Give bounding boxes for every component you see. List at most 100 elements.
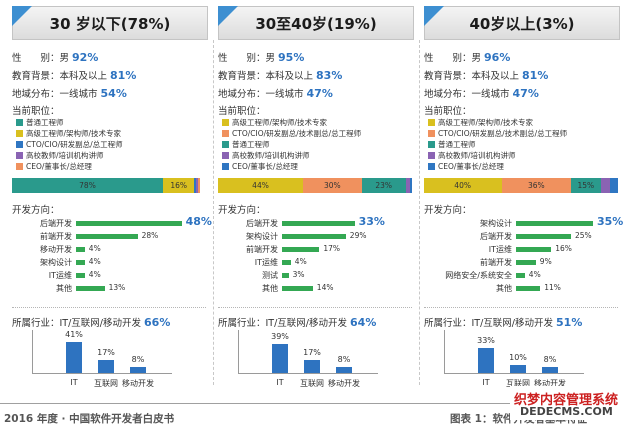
stack-segment-label: 36% (528, 181, 545, 190)
education-value: 81% (522, 69, 549, 82)
stack-segment (501, 178, 572, 193)
direction-category-label: 后端开发 (246, 219, 278, 228)
industry-bar (510, 365, 526, 373)
panel-title: 30 岁以下(78%) (49, 15, 171, 33)
industry-value-label: 17% (303, 348, 321, 358)
legend-item: 普通工程师 (222, 139, 270, 149)
region-value: 47% (512, 87, 539, 100)
legend-swatch (428, 163, 435, 170)
direction-bar (282, 247, 320, 252)
directions-title: 开发方向： (218, 205, 266, 216)
panel-header: 40岁以上(3%) (424, 6, 620, 40)
industry-value-label: 33% (477, 336, 495, 346)
x-axis (32, 373, 172, 374)
industry-category-label: IT (482, 378, 490, 387)
stack-segment (571, 178, 601, 193)
industry-value-label: 8% (337, 354, 351, 364)
industry-bar (478, 348, 494, 373)
watermark-box (510, 386, 640, 420)
legend-item: 高校教师/培训机构讲师 (16, 150, 104, 160)
region-label: 地域分布：一线城市 (12, 89, 98, 100)
direction-bar (76, 260, 85, 265)
industry-value-label: 10% (509, 353, 527, 363)
gender-row: 性 别：男 92% (12, 50, 98, 64)
direction-bar (516, 221, 593, 226)
stack-segment (196, 178, 199, 193)
direction-category-label: 移动开发 (40, 245, 72, 254)
gender-row: 性 别：男 96% (424, 50, 510, 64)
legend-item: 高级工程师/架构师/技术专家 (222, 117, 327, 127)
industry-bar (130, 366, 146, 373)
legend-item: CTO/CIO/研发副总/总工程师 (16, 139, 123, 149)
direction-category-label: 后端开发 (480, 232, 512, 241)
stack-segment (406, 178, 411, 193)
legend-swatch (222, 130, 229, 137)
corner-accent (424, 6, 444, 26)
panel-over-40: 40岁以上(3%) 性 别：男 96% 教育背景：本科及以上 81% 地域分布：一线… (424, 0, 623, 400)
legend-swatch (222, 141, 229, 148)
direction-category-label: 前端开发 (40, 232, 72, 241)
direction-value-label: 13% (108, 283, 126, 292)
gender-value: 92% (72, 51, 99, 64)
legend-swatch (222, 163, 229, 170)
education-label: 教育背景：本科及以上 (12, 71, 108, 82)
region-value: 54% (100, 87, 127, 100)
direction-value-label: 4% (88, 244, 101, 253)
stack-segment-label: 40% (454, 181, 471, 190)
direction-category-label: 测试 (262, 271, 278, 280)
stack-segment (424, 178, 502, 193)
industry-bar-chart: 39% IT 17% 互联网 8% 移动开发 (218, 330, 414, 392)
corner-accent (12, 6, 32, 26)
panel-title: 30至40岁(19%) (255, 15, 377, 33)
education-row: 教育背景：本科及以上 81% (424, 68, 548, 82)
industry-bar (542, 366, 558, 373)
direction-value-label: 4% (88, 270, 101, 279)
directions-bar-chart: 后端开发 33% 架构设计 29% 前端开发 17% IT运维 4% 测试 3% 其他 14% (218, 215, 414, 300)
industry-category-label: IT (276, 378, 284, 387)
industry-value-label: 41% (65, 330, 83, 339)
roles-title: 当前职位： (12, 106, 60, 117)
gender-label: 性 别：男 (424, 53, 482, 64)
direction-value-label: 4% (528, 270, 541, 279)
direction-category-label: 架构设计 (480, 219, 512, 228)
industry-bar (272, 343, 288, 373)
industry-row: 所属行业：IT/互联网/移动开发 64% (218, 315, 376, 329)
stack-segment-label: 44% (252, 181, 269, 190)
industry-bar (66, 342, 82, 373)
gender-value: 95% (278, 51, 305, 64)
gender-row: 性 别：男 95% (218, 50, 304, 64)
industry-bar (336, 366, 352, 373)
panel-divider (419, 40, 420, 385)
education-value: 81% (110, 69, 137, 82)
roles-title: 当前职位： (424, 106, 472, 117)
panel-title: 40岁以上(3%) (469, 15, 575, 33)
direction-bar (282, 273, 289, 278)
stack-segment (198, 178, 201, 193)
industry-value: 64% (350, 316, 377, 329)
legend-swatch (16, 119, 23, 126)
direction-bar (282, 221, 355, 226)
region-label: 地域分布：一线城市 (424, 89, 510, 100)
industry-value-label: 17% (97, 348, 115, 358)
stack-segment (218, 178, 304, 193)
legend-item: CEO/董事长/总经理 (16, 161, 92, 171)
industry-bar (98, 360, 114, 373)
direction-bar (516, 286, 541, 291)
dotted-divider (424, 307, 618, 308)
direction-category-label: 其他 (262, 284, 278, 293)
education-label: 教育背景：本科及以上 (424, 71, 520, 82)
panel-divider (213, 40, 214, 385)
y-axis (32, 330, 33, 373)
panel-header: 30至40岁(19%) (218, 6, 414, 40)
industry-label: 所属行业：IT/互联网/移动开发 (218, 318, 348, 329)
role-stacked-bar: 44% 30% 23% (218, 178, 412, 193)
panel-30-to-40: 30至40岁(19%) 性 别：男 95% 教育背景：本科及以上 83% 地域分布：… (218, 0, 414, 400)
footer-source: 2016 年度 · 中国软件开发者白皮书 (4, 413, 175, 425)
direction-category-label: IT运维 (488, 245, 512, 254)
direction-bar (516, 247, 552, 252)
industry-row: 所属行业：IT/互联网/移动开发 51% (424, 315, 582, 329)
gender-label: 性 别：男 (218, 53, 276, 64)
x-axis (238, 373, 378, 374)
directions-title: 开发方向： (12, 205, 60, 216)
direction-category-label: IT运维 (48, 271, 72, 280)
